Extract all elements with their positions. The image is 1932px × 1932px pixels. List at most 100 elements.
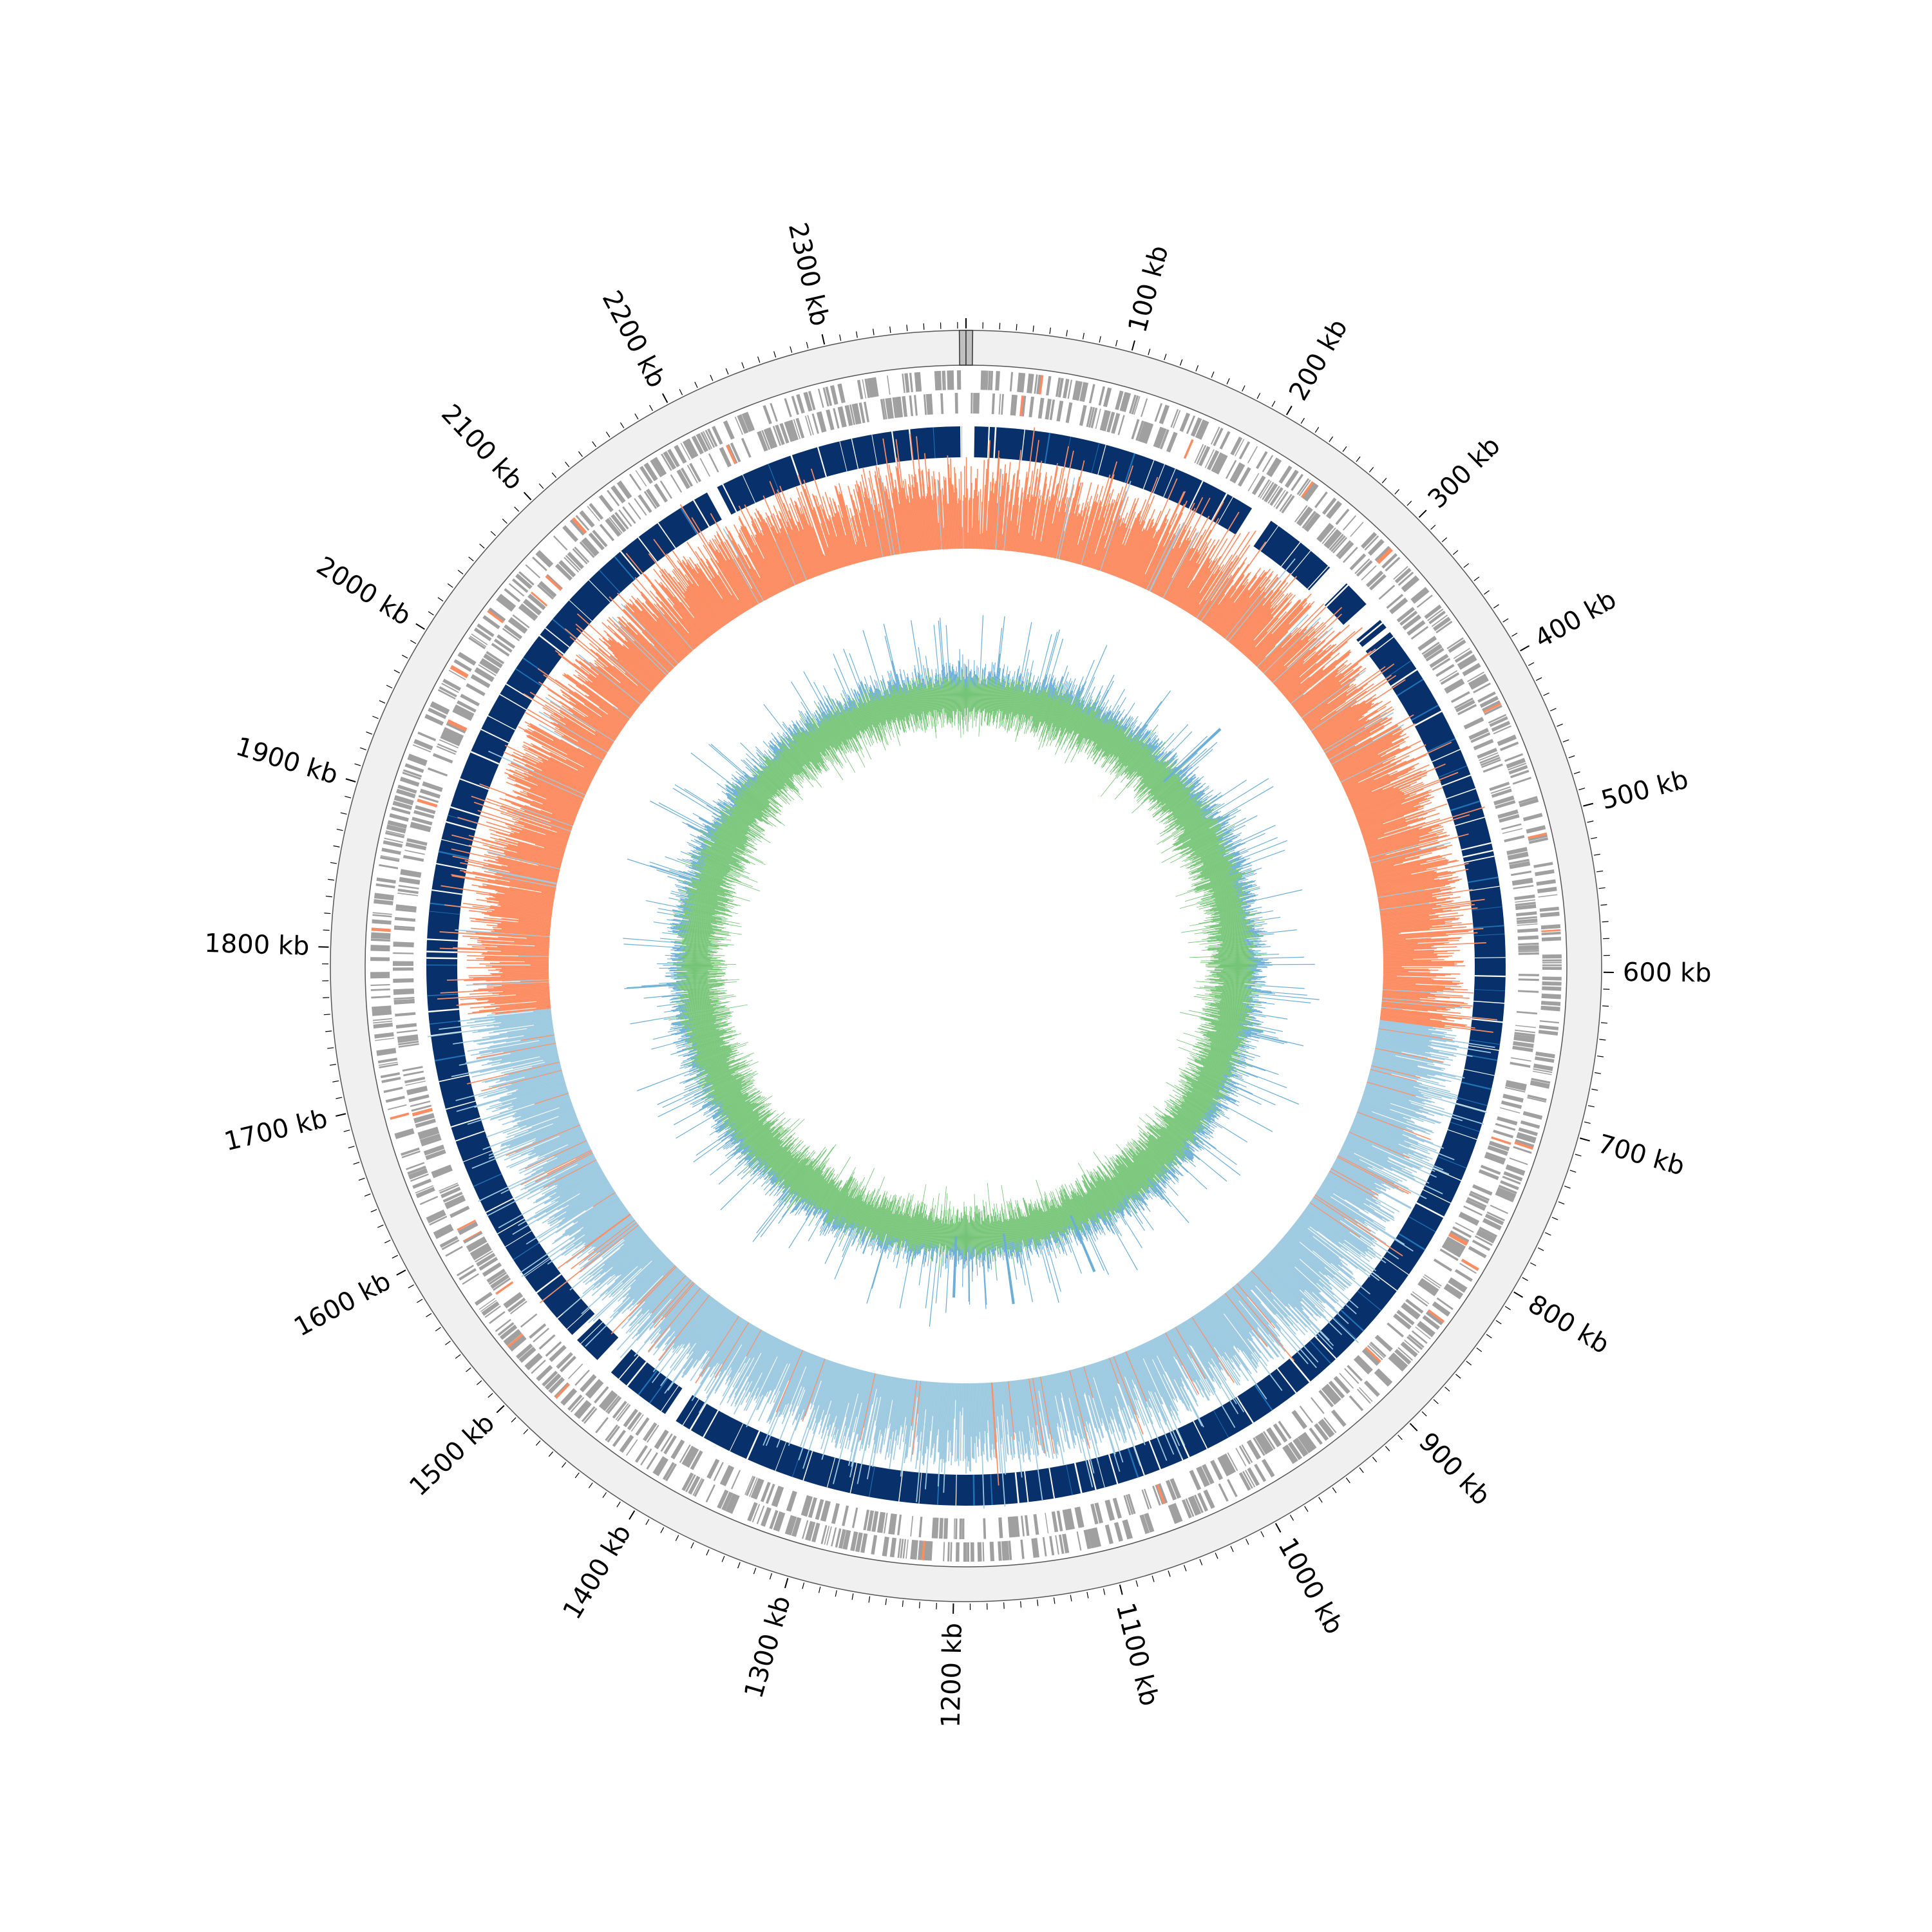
gc-skew-bar	[1379, 1018, 1444, 1028]
gc-skew-bar	[1224, 587, 1266, 639]
block-separator	[1074, 1463, 1083, 1493]
gc-skew-bar	[1355, 788, 1424, 816]
feature-mark	[507, 1333, 524, 1348]
feature-mark	[902, 1539, 907, 1558]
block-separator	[1455, 817, 1485, 826]
gc-skew-bar	[1382, 932, 1401, 935]
feature-mark	[1331, 535, 1346, 553]
feature-mark	[558, 560, 576, 578]
gc-skew-bar	[1383, 954, 1437, 958]
gc-skew-bar	[1374, 1048, 1443, 1064]
feature-mark	[1076, 1531, 1082, 1551]
block-separator	[817, 446, 828, 477]
gc-skew-bar	[1039, 500, 1050, 556]
gc-skew-bar	[1098, 500, 1123, 571]
gc-skew-bar	[1361, 1097, 1441, 1124]
feature-mark	[943, 1542, 945, 1562]
gc-skew-bar	[980, 460, 985, 549]
gc-skew-bar	[1169, 551, 1198, 602]
gc-skew-bar	[1061, 486, 1080, 560]
feature-mark	[462, 1273, 479, 1285]
gc-skew-bar	[1343, 759, 1402, 788]
gc-skew-bar	[1214, 574, 1257, 632]
feature-mark	[1500, 741, 1519, 752]
feature-mark	[579, 541, 595, 558]
feature-mark	[808, 391, 816, 410]
gc-skew-bar	[1073, 495, 1092, 564]
feature-mark	[1363, 1348, 1380, 1365]
feature-mark	[1364, 535, 1379, 551]
gc-skew-bar	[1268, 625, 1327, 679]
gc-skew-bar	[1372, 860, 1426, 875]
feature-mark	[1390, 1354, 1406, 1370]
gc-skew-bar	[1259, 647, 1282, 670]
feature-mark	[518, 1347, 535, 1361]
gc-skew-bar	[1208, 574, 1245, 627]
gc-skew-bar	[1287, 659, 1337, 701]
feature-mark	[581, 1375, 597, 1392]
gc-skew-bar	[1031, 495, 1042, 554]
feature-mark	[431, 1164, 452, 1176]
feature-mark	[1532, 1070, 1552, 1075]
gc-skew-bar	[1361, 1100, 1424, 1122]
block-separator	[1091, 442, 1100, 473]
gc-skew-bar	[1382, 927, 1484, 936]
feature-mark	[393, 963, 414, 966]
gc-skew-bar	[1015, 492, 1023, 552]
gc-skew-bar	[987, 482, 992, 549]
feature-mark	[1489, 781, 1510, 791]
gc-skew-bar	[1358, 802, 1419, 826]
gc-skew-bar	[1368, 835, 1439, 857]
feature-mark	[1504, 753, 1524, 762]
block-separator	[638, 536, 658, 562]
feature-mark	[1457, 654, 1475, 667]
gc-skew-bar	[1321, 719, 1370, 749]
gc-skew-bar	[1247, 599, 1302, 659]
gc-skew-bar	[1383, 952, 1454, 956]
gc-skew-bar	[1293, 672, 1338, 708]
feature-mark	[1363, 1380, 1380, 1397]
gc-skew-bar	[1302, 685, 1350, 721]
block-separator	[1468, 876, 1499, 884]
feature-mark	[725, 444, 737, 465]
gc-skew-bar	[1378, 1030, 1455, 1043]
feature-mark	[811, 1522, 820, 1542]
feature-mark	[630, 1414, 644, 1432]
gc-skew-bar	[1383, 980, 1464, 984]
feature-mark	[545, 574, 563, 591]
feature-mark	[654, 1429, 667, 1448]
gc-skew-bar	[1088, 489, 1114, 568]
gc-skew-bar	[1209, 573, 1250, 628]
feature-mark	[1506, 1164, 1526, 1175]
feature-mark	[554, 1382, 569, 1397]
feature-mark	[802, 1520, 809, 1539]
gc-skew-bar	[1361, 810, 1425, 833]
gc-skew-bar	[1378, 1028, 1495, 1048]
gc-skew-bar	[1112, 528, 1131, 576]
feature-mark	[418, 795, 439, 803]
gc-skew-bar	[1197, 557, 1240, 620]
gc-skew-bar	[1363, 1094, 1391, 1104]
feature-mark	[1386, 594, 1404, 609]
feature-mark	[495, 1281, 514, 1295]
gc-skew-bar	[1371, 856, 1420, 869]
feature-mark	[1482, 703, 1502, 714]
feature-mark	[419, 1196, 439, 1206]
feature-mark	[445, 1245, 463, 1257]
feature-mark	[1479, 696, 1499, 708]
gc-skew-bar	[1374, 873, 1412, 882]
gc-skew-bar	[1190, 569, 1220, 615]
feature-mark	[1500, 1180, 1519, 1191]
gc-skew-bar	[1364, 1090, 1443, 1117]
block-separator	[826, 1457, 836, 1488]
feature-mark	[1376, 1368, 1393, 1385]
gc-skew-bar	[1280, 643, 1337, 693]
gc-skew-bar	[992, 450, 999, 550]
feature-mark	[1182, 1499, 1192, 1519]
gc-skew-bar	[1323, 708, 1395, 752]
block-separator	[1333, 1317, 1357, 1340]
feature-mark	[1446, 1236, 1466, 1249]
gc-skew-bar	[1360, 808, 1424, 831]
gc-skew-bar	[1363, 825, 1408, 840]
feature-mark	[1518, 950, 1539, 952]
